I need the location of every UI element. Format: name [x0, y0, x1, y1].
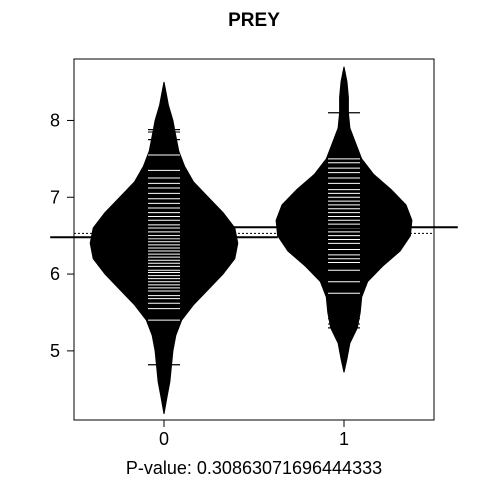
beans-layer: [50, 66, 458, 414]
y-tick-label: 5: [50, 341, 60, 361]
y-tick-label: 8: [50, 110, 60, 130]
plot-frame: [73, 58, 435, 421]
bean-0: [50, 81, 278, 414]
bean-1: [230, 66, 458, 373]
chart-title: PREY: [228, 10, 280, 31]
y-tick-label: 7: [50, 187, 60, 207]
y-axis: 5 6 7 8: [50, 110, 74, 361]
bean-shape-1: [275, 66, 413, 373]
x-tick-label: 1: [339, 429, 349, 449]
x-axis-label: P-value: 0.30863071696444333: [126, 458, 382, 478]
y-tick-label: 6: [50, 264, 60, 284]
x-tick-label: 0: [159, 429, 169, 449]
